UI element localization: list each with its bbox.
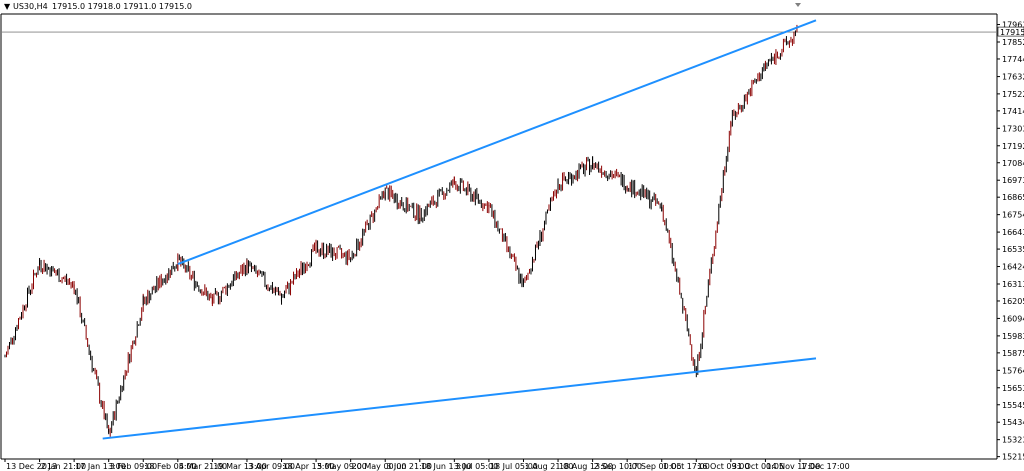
price-tick-label: 16094.0 [1002, 314, 1024, 323]
time-tick-label: 17 Jan 13:00 [75, 462, 126, 471]
price-candles [4, 24, 798, 437]
time-tick-label: 1 Oct 17:00 [663, 462, 710, 471]
time-tick-label: 5 May 09:00 [317, 462, 367, 471]
price-tick-label: 17522.0 [1002, 90, 1024, 99]
time-tick-label: 3 Feb 09:00 [110, 462, 157, 471]
time-tick-label: 18 Aug 13:00 [559, 462, 613, 471]
price-tick-label: 16754.0 [1002, 211, 1024, 220]
time-tick-label: 19 Mar 13:00 [213, 462, 266, 471]
price-tick-label: 15764.0 [1002, 366, 1024, 375]
time-tick-label: 14 Nov 17:00 [766, 462, 820, 471]
time-tick-label: 16 Oct 09:00 [697, 462, 749, 471]
trendline[interactable] [102, 357, 817, 440]
time-tick-label: 20 May 00:00 [352, 462, 407, 471]
price-tick-label: 17852.0 [1002, 38, 1024, 47]
chart-shift-marker-icon[interactable] [795, 3, 801, 7]
time-tick-label: 3 Jun 21:00 [386, 462, 432, 471]
price-tick-label: 15215.0 [1002, 453, 1024, 462]
menu-arrow-icon[interactable]: ▼ [4, 2, 11, 11]
price-tick-label: 15983.0 [1002, 332, 1024, 341]
price-tick-label: 16643.0 [1002, 228, 1024, 237]
price-tick-label: 16973.0 [1002, 176, 1024, 185]
price-tick-label: 17303.0 [1002, 124, 1024, 133]
time-tick-label: 13 Dec 2013 [6, 462, 57, 471]
current-price-value: 17915.0 [1000, 28, 1024, 37]
time-tick-label: 3 Apr 09:00 [248, 462, 295, 471]
price-tick-label: 15545.0 [1002, 401, 1024, 410]
price-tick-label: 17744.0 [1002, 55, 1024, 64]
symbol-timeframe: US30,H4 [13, 2, 48, 11]
time-tick-label: 4 Mar 21:00 [179, 462, 227, 471]
ohlc-values: 17915.0 17918.0 17911.0 17915.0 [52, 2, 192, 11]
price-tick-label: 17963.0 [1002, 21, 1024, 30]
price-tick-label: 17084.0 [1002, 159, 1024, 168]
trendline[interactable] [177, 19, 817, 265]
time-tick-label: 1 Dec 17:00 [801, 462, 850, 471]
price-tick-label: 17632.0 [1002, 73, 1024, 82]
time-tick-label: 18 Feb 05:00 [144, 462, 196, 471]
time-tick-label: 18 Apr 13:00 [283, 462, 335, 471]
price-tick-label: 15434.0 [1002, 418, 1024, 427]
time-tick-label: 1 Aug 21:00 [524, 462, 573, 471]
time-tick-label: 17 Sep 00:05 [628, 462, 681, 471]
time-tick-label: 2 Jan 21:00 [41, 462, 87, 471]
price-tick-label: 15653.0 [1002, 384, 1024, 393]
time-tick-label: 18 Jul 05:00 [490, 462, 538, 471]
price-axis-ticks: 17963.0 17852.0 17744.0 17632.0 17522.0 17414… [997, 21, 1024, 462]
time-tick-label: 2 Sep 10:00 [594, 462, 642, 471]
time-tick-label: 31 Oct 00:05 [732, 462, 784, 471]
price-tick-label: 15875.0 [1002, 349, 1024, 358]
price-tick-label: 16535.0 [1002, 245, 1024, 254]
price-tick-label: 16313.0 [1002, 280, 1024, 289]
price-tick-label: 16865.0 [1002, 193, 1024, 202]
current-price-label: 17915.0 [997, 26, 1024, 37]
price-tick-label: 16205.0 [1002, 297, 1024, 306]
price-tick-label: 15323.0 [1002, 436, 1024, 445]
time-tick-label: 18 Jun 13:00 [421, 462, 472, 471]
price-tick-label: 16424.0 [1002, 263, 1024, 272]
time-tick-label: 3 Jul 05:00 [455, 462, 498, 471]
price-tick-label: 17192.0 [1002, 142, 1024, 151]
price-tick-label: 17414.0 [1002, 107, 1024, 116]
trendlines[interactable] [102, 19, 817, 440]
